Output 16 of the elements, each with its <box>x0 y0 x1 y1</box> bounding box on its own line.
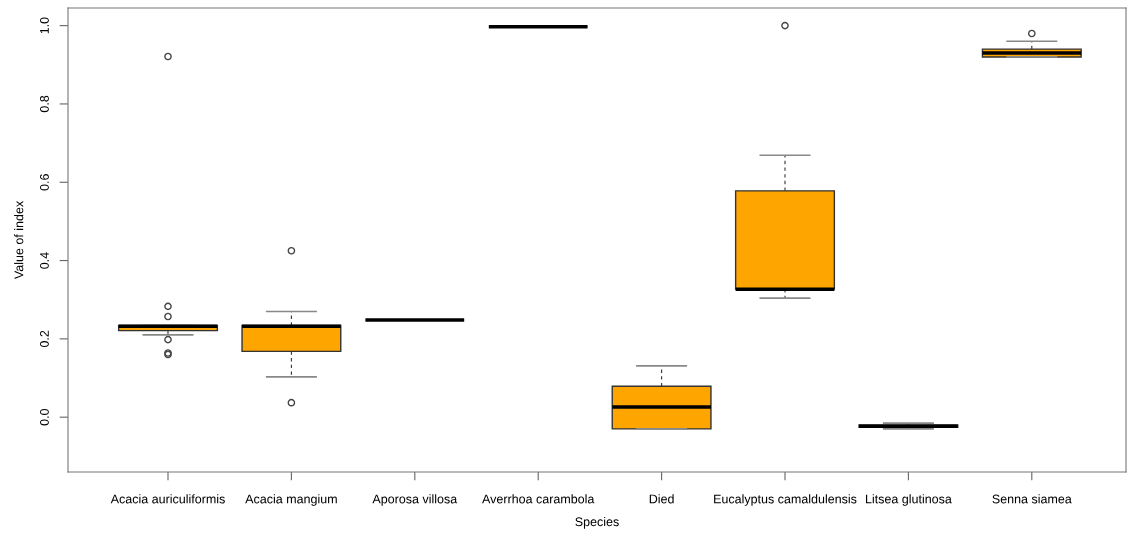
x-tick-label: Averrhoa carambola <box>482 494 595 504</box>
y-tick-label: 0.2 <box>40 330 49 348</box>
y-axis-title: Value of index <box>14 200 24 280</box>
y-tick-label: 0.4 <box>40 252 49 269</box>
y-tick-label: 0.0 <box>40 408 49 426</box>
x-tick-label: Litsea glutinosa <box>866 494 952 506</box>
x-tick-label: Eucalyptus camaldulensis <box>714 494 857 506</box>
x-tick-label: Senna siamea <box>992 494 1072 504</box>
x-tick-label: Aporosa villosa <box>372 494 458 506</box>
x-axis-title: Species <box>575 516 619 529</box>
y-tick-label: 0.8 <box>40 95 49 113</box>
x-tick-label: Acacia auriculiformis <box>110 494 225 504</box>
x-tick-label: Died <box>649 494 674 504</box>
x-tick-label: Acacia mangium <box>245 494 337 506</box>
y-tick-label: 1.0 <box>40 17 49 34</box>
y-tick-label: 0.6 <box>40 174 49 191</box>
